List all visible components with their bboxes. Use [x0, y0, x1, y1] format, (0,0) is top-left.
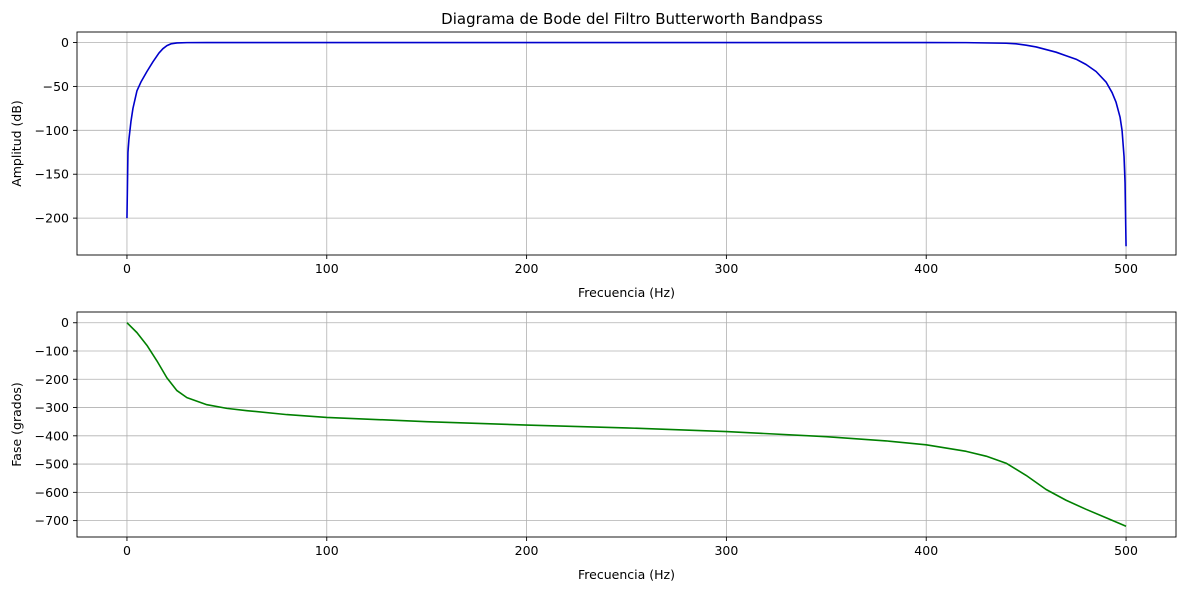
x-tick-label: 200	[515, 543, 539, 558]
series-line	[126, 41, 1127, 247]
y-tick-label: −700	[35, 513, 69, 528]
series-line	[126, 322, 1127, 527]
y-tick-label: −100	[35, 344, 69, 359]
y-tick-label: 0	[61, 35, 69, 50]
x-tick-label: 300	[714, 543, 738, 558]
x-tick-label: 100	[315, 543, 339, 558]
x-tick-label: 0	[123, 543, 131, 558]
phase-panel: 0 100 200 300 400 500 0 −100 −200 −300 −400 −500 −60…	[9, 311, 1177, 582]
x-tick-label: 500	[1114, 543, 1138, 558]
y-tick-label: −300	[35, 400, 69, 415]
y-tick-label: 0	[61, 315, 69, 330]
chart-title: Diagrama de Bode del Filtro Butterworth …	[441, 10, 823, 28]
plot-frame	[76, 31, 1177, 256]
x-tick-label: 500	[1114, 261, 1138, 276]
y-tick-label: −400	[35, 428, 69, 443]
x-axis-label: Frecuencia (Hz)	[578, 567, 675, 582]
y-tick-label: −50	[43, 79, 69, 94]
y-axis-label: Fase (grados)	[9, 382, 24, 466]
y-tick-label: −200	[35, 211, 69, 226]
x-tick-label: 0	[123, 261, 131, 276]
amplitude-panel: 0 100 200 300 400 500 0 −50 −100 −150 −200 Frecuenc…	[9, 31, 1177, 300]
y-tick-label: −150	[35, 167, 69, 182]
y-tick-label: −100	[35, 123, 69, 138]
x-tick-label: 400	[914, 543, 938, 558]
y-axis-label: Amplitud (dB)	[9, 100, 24, 187]
x-tick-label: 400	[914, 261, 938, 276]
y-tick-label: −200	[35, 372, 69, 387]
x-tick-label: 100	[315, 261, 339, 276]
y-tick-label: −600	[35, 485, 69, 500]
plot-frame	[76, 311, 1177, 538]
x-axis-label: Frecuencia (Hz)	[578, 285, 675, 300]
x-tick-label: 300	[714, 261, 738, 276]
y-tick-label: −500	[35, 457, 69, 472]
x-tick-label: 200	[515, 261, 539, 276]
